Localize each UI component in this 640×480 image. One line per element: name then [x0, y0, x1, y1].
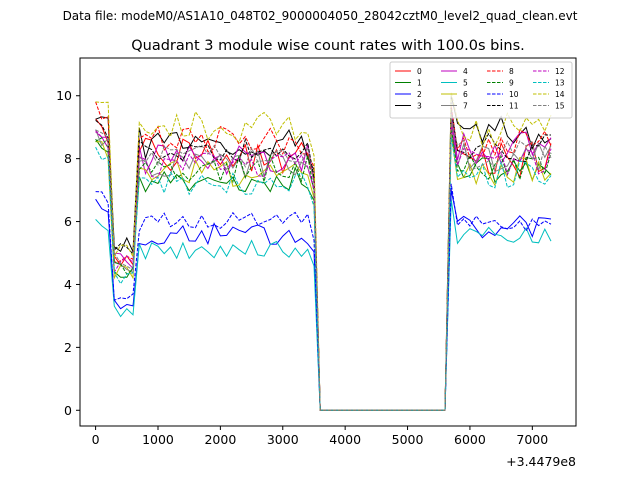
legend-label-4: 4 [463, 67, 468, 76]
legend-label-15: 15 [555, 102, 565, 111]
y-tick-label: 4 [64, 277, 72, 292]
legend-frame [389, 61, 573, 119]
legend-label-2: 2 [417, 90, 422, 99]
y-tick-label: 0 [64, 403, 72, 418]
series-layer [95, 92, 552, 411]
legend-label-13: 13 [555, 79, 565, 88]
series-line-11 [95, 108, 552, 411]
x-tick-label: 6000 [454, 432, 486, 447]
chart-title: Quadrant 3 module wise count rates with … [131, 38, 525, 54]
y-tick-label: 10 [56, 88, 72, 103]
axes-frame [79, 57, 577, 427]
x-axis: 0 1000 2000 3000 4000 5000 6000 7000 [92, 426, 548, 447]
legend-label-8: 8 [509, 67, 514, 76]
plot-area [80, 58, 576, 426]
x-tick-label: 4000 [329, 432, 361, 447]
x-tick-label: 2000 [204, 432, 236, 447]
legend-label-12: 12 [555, 67, 565, 76]
legend-label-10: 10 [509, 90, 519, 99]
legend-label-7: 7 [463, 102, 468, 111]
y-axis: 0 2 4 6 8 10 [56, 88, 80, 418]
y-tick-label: 8 [64, 151, 72, 166]
x-tick-label: 5000 [392, 432, 424, 447]
legend-label-1: 1 [417, 79, 422, 88]
legend-label-9: 9 [509, 79, 514, 88]
x-tick-label: 0 [92, 432, 100, 447]
x-offset-label: +3.4479e8 [506, 454, 576, 469]
legend-label-11: 11 [509, 102, 519, 111]
y-tick-label: 2 [64, 340, 72, 355]
series-line-10 [95, 183, 552, 411]
x-tick-label: 7000 [516, 432, 548, 447]
suptitle: Data file: modeM0/AS1A10_048T02_90000040… [63, 9, 578, 23]
x-tick-label: 1000 [142, 432, 174, 447]
x-tick-label: 3000 [267, 432, 299, 447]
legend-label-14: 14 [555, 90, 565, 99]
legend-label-3: 3 [417, 102, 422, 111]
y-tick-label: 6 [64, 214, 72, 229]
legend-label-0: 0 [417, 67, 422, 76]
legend-label-6: 6 [463, 90, 468, 99]
legend-label-5: 5 [463, 79, 468, 88]
series-line-15 [95, 117, 552, 411]
